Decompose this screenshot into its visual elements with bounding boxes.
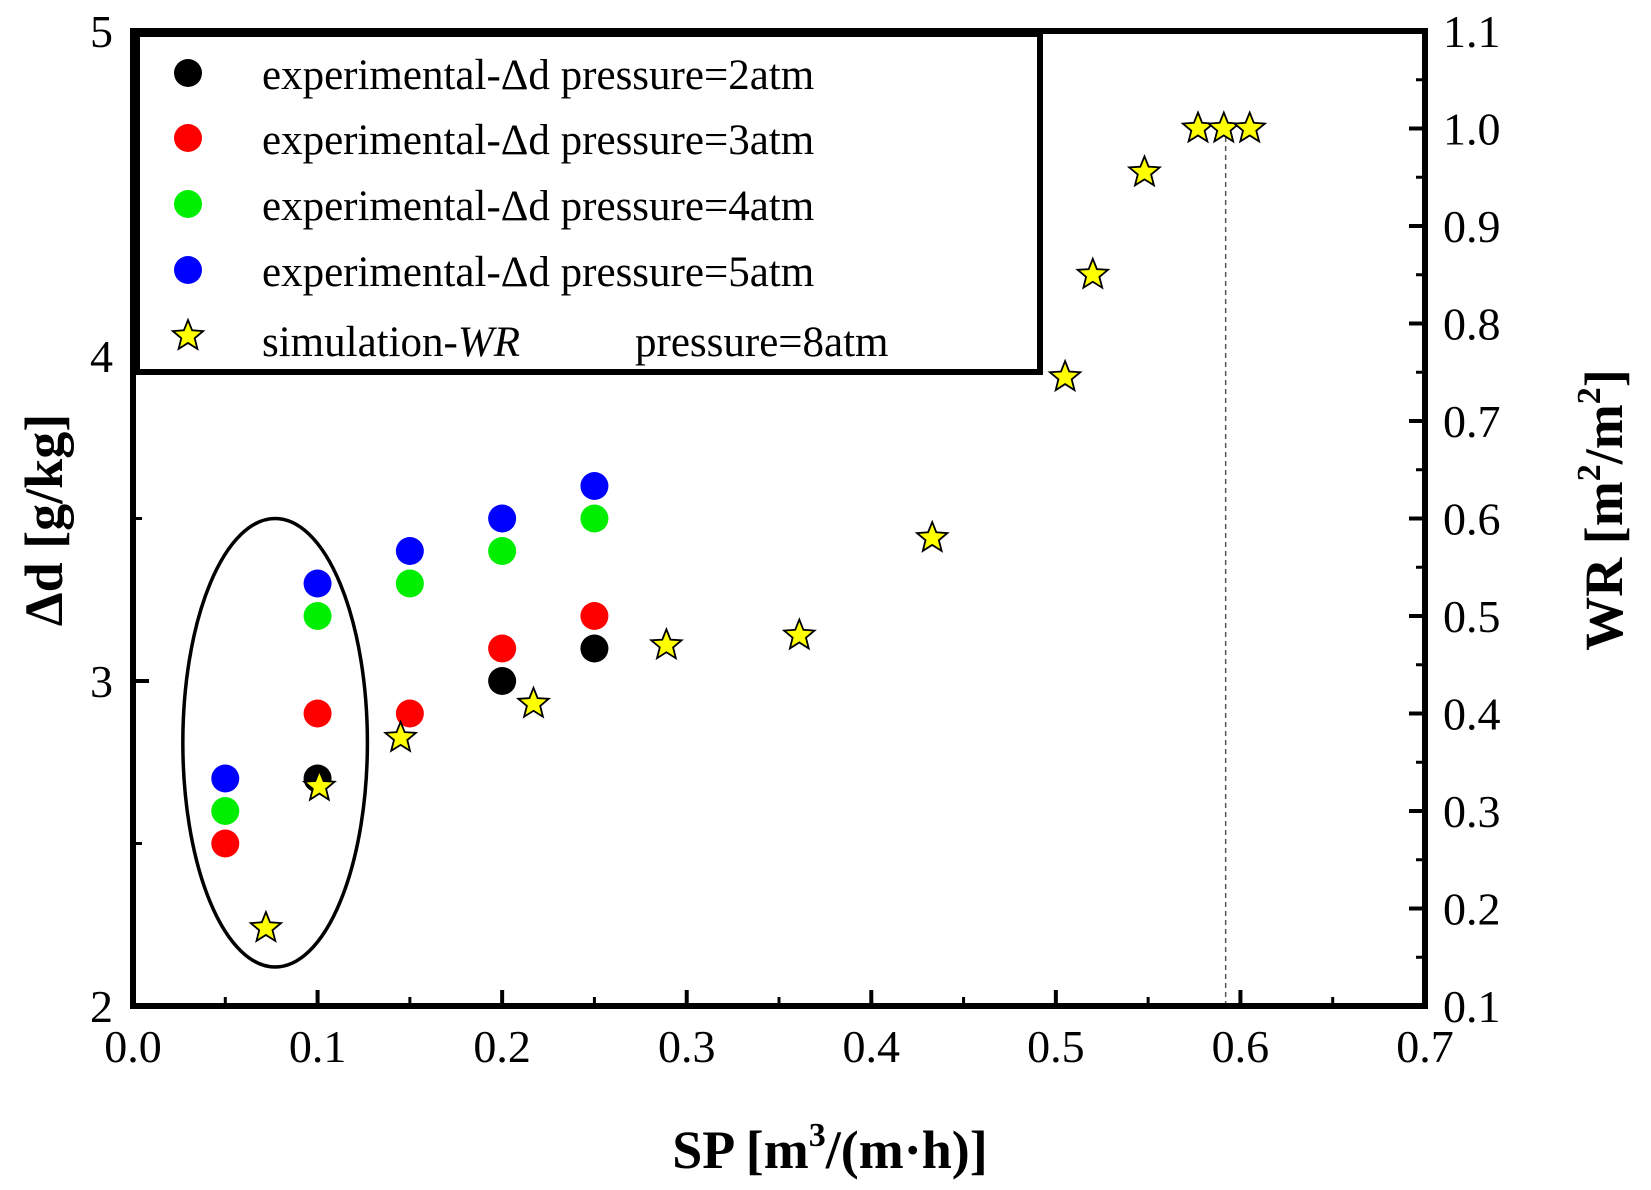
y-left-tick-label: 3 (90, 656, 113, 707)
highlight-ellipse (181, 516, 370, 969)
data-point-star (301, 768, 337, 802)
data-point (211, 764, 240, 793)
data-point (211, 829, 240, 858)
data-point (303, 699, 332, 728)
data-point-star (1047, 358, 1083, 393)
legend-star (170, 317, 206, 351)
data-point (211, 797, 240, 825)
legend: experimental-Δd pressure=2atm experiment… (134, 31, 1043, 375)
legend-marker-4atm (174, 190, 202, 218)
y-left-axis-title: Δd [g/kg] (14, 414, 74, 626)
legend-marker-3atm (174, 124, 202, 152)
axes: 0.0 0.1 0.2 0.3 0.4 0.5 0.6 0.7 2 3 4 5 0.1 0.2 0.3 0.4… (90, 6, 1501, 1072)
y-right-tick-label: 1.1 (1443, 6, 1501, 57)
y-right-tick-label: 0.4 (1443, 689, 1501, 740)
data-point-star (248, 909, 284, 943)
y-right-tick-label: 1.0 (1443, 104, 1501, 155)
legend-label-4atm: experimental-Δd pressure=4atm (262, 183, 814, 230)
y-right-tick-label: 0.3 (1443, 786, 1501, 837)
y-left-tick-label: 2 (90, 981, 113, 1032)
data-point (303, 569, 332, 598)
y-right-tick-label: 0.7 (1443, 396, 1501, 447)
x-tick-label: 0.5 (1027, 1021, 1085, 1072)
y-right-axis-title: WR [m2/m2] (1571, 369, 1634, 650)
data-point (580, 634, 609, 663)
legend-marker-2atm (174, 59, 202, 87)
x-tick-label: 0.1 (289, 1021, 347, 1072)
x-axis-title: SP [m3/(m·h)] (672, 1117, 988, 1180)
legend-marker-5atm (174, 256, 202, 284)
legend-label-2atm: experimental-Δd pressure=2atm (262, 52, 814, 99)
data-point-star (383, 719, 419, 753)
y-left-tick-label: 4 (90, 331, 113, 382)
y-right-tick-label: 0.6 (1443, 494, 1501, 545)
legend-box (134, 31, 1043, 375)
data-point-star (515, 685, 552, 719)
data-point (395, 699, 424, 728)
x-tick-label: 0.3 (658, 1021, 716, 1072)
x-tick-label: 0.6 (1212, 1021, 1270, 1072)
legend-label-simulation: simulation-WR pressure=8atm (262, 319, 889, 366)
data-point-star (1075, 256, 1111, 290)
y-right-tick-label: 0.1 (1443, 981, 1501, 1032)
data-point-star (1232, 110, 1268, 144)
data-point (580, 472, 609, 500)
y-right-tick-label: 0.8 (1443, 299, 1501, 350)
data-point-star (1126, 153, 1163, 188)
y-right-tick-label: 0.5 (1443, 591, 1501, 642)
data-point (303, 602, 332, 630)
data-point (488, 537, 517, 565)
data-point-star (1180, 110, 1216, 144)
x-tick-label: 0.0 (104, 1021, 162, 1072)
data-point (395, 537, 424, 565)
data-point-star (648, 626, 684, 661)
legend-label-3atm: experimental-Δd pressure=3atm (262, 117, 814, 164)
x-tick-label: 0.4 (843, 1021, 901, 1072)
y-right-tick-label: 0.2 (1443, 884, 1501, 935)
data-point-star (1206, 110, 1242, 144)
data-point-star (781, 617, 817, 651)
y-right-tick-label: 0.9 (1443, 201, 1501, 252)
y-left-tick-label: 5 (90, 6, 113, 57)
data-point (395, 569, 424, 598)
data-point (488, 634, 517, 663)
data-point (580, 602, 609, 630)
data-point (488, 504, 517, 533)
data-point-star (914, 519, 950, 553)
x-tick-label: 0.2 (473, 1021, 531, 1072)
data-point (488, 667, 517, 695)
legend-label-5atm: experimental-Δd pressure=5atm (262, 249, 814, 296)
annotation-layer (181, 128, 1227, 1006)
x-tick-label: 0.7 (1396, 1021, 1454, 1072)
legend-marker-simulation-star-icon (170, 317, 206, 351)
data-point (580, 504, 609, 533)
data-marks (211, 110, 1268, 943)
